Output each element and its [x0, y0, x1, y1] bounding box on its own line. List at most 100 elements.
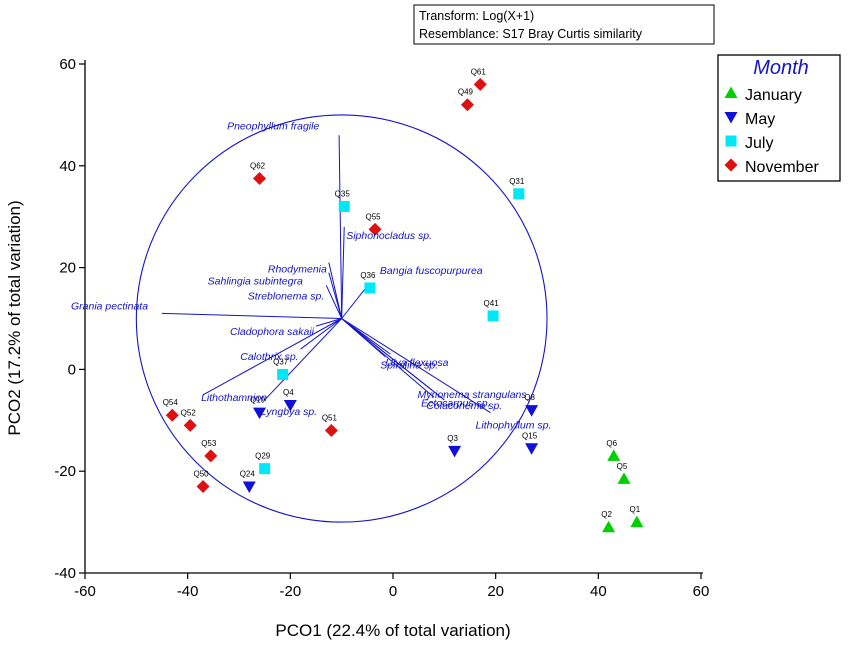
- point-marker: [724, 112, 738, 124]
- vector-label: Lithophyllum sp.: [476, 420, 552, 432]
- point-label: Q41: [484, 299, 500, 308]
- point-marker: [473, 77, 487, 91]
- vector-line: [341, 318, 445, 401]
- vector-line: [341, 318, 435, 398]
- point-marker: [242, 481, 256, 493]
- point-label: Q3: [447, 434, 458, 443]
- y-tick-label: 60: [59, 56, 76, 73]
- vector-label: Lithothamnion: [201, 392, 267, 404]
- point-marker: [487, 310, 499, 322]
- point-label: Q37: [273, 357, 289, 366]
- point-marker: [607, 449, 621, 461]
- point-label: Q29: [255, 452, 271, 461]
- point-marker: [525, 443, 539, 455]
- point-label: Q36: [360, 271, 376, 280]
- vector-label: Ulva flexuosa: [385, 357, 448, 369]
- legend-entry-label: November: [745, 159, 819, 176]
- vector-label: Cladophora sakaii: [230, 326, 315, 338]
- correlation-circle: [135, 114, 548, 523]
- point-label: Q5: [617, 462, 628, 471]
- point-label: Q31: [509, 177, 525, 186]
- x-tick-label: 20: [487, 583, 504, 600]
- vector-label: Streblonema sp.: [248, 290, 324, 302]
- point-label: Q61: [471, 67, 487, 76]
- point-label: Q54: [163, 398, 179, 407]
- point-marker: [283, 400, 297, 412]
- vector-label: Pneophyllum fragile: [227, 120, 319, 132]
- vector-label: Calothrix sp.: [240, 351, 298, 363]
- vector-line: [300, 318, 342, 350]
- point-label: Q53: [201, 439, 217, 448]
- vector-label: Colaconema sp.: [426, 400, 502, 412]
- point-marker: [253, 407, 267, 420]
- point-label: Q50: [194, 469, 210, 478]
- point-marker: [364, 282, 376, 294]
- y-tick-label: -20: [54, 463, 76, 480]
- vector-line: [328, 272, 343, 319]
- point-label: Q49: [458, 88, 474, 97]
- point-marker: [338, 201, 350, 213]
- x-tick-label: -40: [177, 583, 199, 600]
- point-label: Q52: [181, 408, 197, 417]
- point-marker: [253, 172, 267, 186]
- point-marker: [324, 423, 338, 437]
- point-label: Q8: [524, 393, 535, 402]
- point-marker: [725, 135, 737, 147]
- point-marker: [617, 472, 631, 484]
- point-label: Q1: [629, 505, 640, 514]
- point-marker: [196, 479, 210, 493]
- x-tick-label: 60: [693, 583, 710, 600]
- legend-title: Month: [753, 57, 809, 79]
- point-marker: [448, 445, 462, 458]
- x-tick-label: 0: [389, 583, 397, 600]
- vector-line: [341, 318, 491, 414]
- point-label: Q24: [240, 469, 256, 478]
- point-marker: [460, 98, 474, 112]
- legend-entry-label: January: [745, 87, 802, 104]
- point-marker: [259, 463, 271, 475]
- vector-line: [341, 226, 345, 319]
- point-marker: [525, 405, 539, 417]
- point-marker: [724, 158, 738, 172]
- y-tick-label: -40: [54, 565, 76, 582]
- vector-label: Bangia fuscopurpurea: [380, 265, 483, 277]
- y-axis-title: PCO2 (17.2% of total variation): [5, 200, 24, 435]
- x-tick-label: 40: [590, 583, 607, 600]
- x-tick-label: -20: [279, 583, 301, 600]
- point-marker: [513, 188, 525, 200]
- point-label: Q51: [322, 413, 338, 422]
- x-axis-title: PCO1 (22.4% of total variation): [275, 621, 510, 640]
- legend-entries: January May July November: [724, 86, 819, 176]
- point-marker: [368, 222, 382, 236]
- info-transform: Transform: Log(X+1): [419, 9, 534, 23]
- vector-label: Lyngbya sp.: [261, 406, 317, 418]
- point-label: Q4: [283, 388, 294, 397]
- vector-line: [325, 285, 343, 319]
- info-box: Transform: Log(X+1) Resemblance: S17 Bra…: [413, 4, 715, 45]
- point-label: Q15: [522, 431, 538, 440]
- y-tick-label: 40: [59, 158, 76, 175]
- vector-label: Siphonocladus sp.: [346, 230, 432, 242]
- vector-label: Rhodymenia: [268, 264, 327, 276]
- point-marker: [165, 408, 179, 422]
- point-label: Q62: [250, 162, 266, 171]
- point-label: Q35: [335, 190, 351, 199]
- point-marker: [277, 368, 289, 380]
- y-tick-label: 0: [68, 361, 76, 378]
- legend-entry-label: May: [745, 111, 775, 128]
- point-marker: [204, 449, 218, 463]
- vector-label: Sahlingia subintegra: [208, 276, 303, 288]
- vector-line: [315, 318, 342, 327]
- point-label: Q55: [365, 212, 381, 221]
- legend-entry-label: July: [745, 135, 773, 152]
- vector-label: Spirulina sp.: [380, 360, 438, 372]
- point-marker: [724, 86, 738, 98]
- legend: Month January May July November: [717, 54, 841, 182]
- vector-line: [264, 318, 343, 401]
- info-resemblance: Resemblance: S17 Bray Curtis similarity: [419, 27, 643, 41]
- vector-label: Ectocarpus sp.: [421, 397, 490, 409]
- point-marker: [183, 418, 197, 432]
- vector-label: Grania pectinata: [71, 300, 148, 312]
